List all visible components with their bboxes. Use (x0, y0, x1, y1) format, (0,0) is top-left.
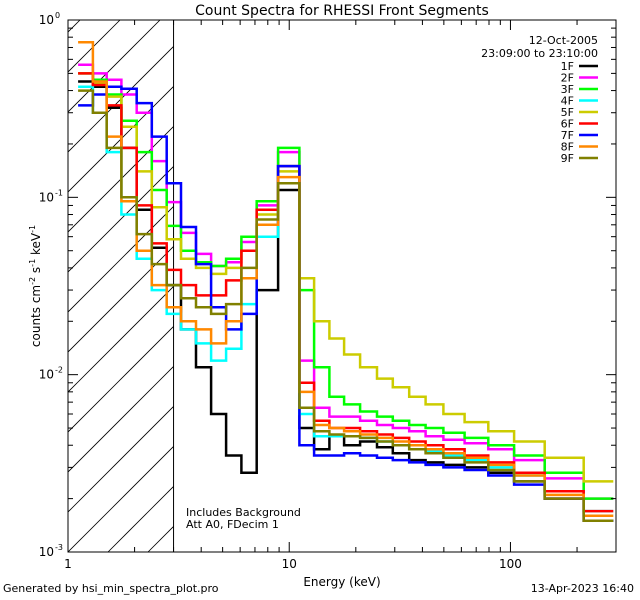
hatch-line (68, 245, 174, 353)
x-axis-label: Energy (keV) (303, 575, 380, 589)
x-tick-label: 1 (64, 557, 72, 571)
y-tick-base: 10 (39, 368, 54, 382)
series-line-7F (78, 85, 614, 523)
legend-label: 8F (561, 141, 574, 154)
series-line-9F (78, 89, 614, 523)
legend-label: 1F (561, 60, 574, 73)
hatch-line (68, 365, 174, 473)
generated-by-label: Generated by hsi_min_spectra_plot.pro (3, 582, 219, 595)
chart-title: Count Spectra for RHESSI Front Segments (195, 3, 489, 19)
y-tick-label: 10 (39, 368, 54, 382)
y-label-sup1: -2 (28, 277, 37, 285)
y-tick-label: 10 (39, 190, 54, 204)
hatch-line (68, 285, 174, 393)
legend-label: 7F (561, 129, 574, 142)
legend-label: 4F (561, 95, 574, 108)
y-tick-exponent: 0 (55, 11, 60, 20)
legend-label: 3F (561, 83, 574, 96)
annotation-attenuator: Att A0, FDecim 1 (186, 518, 279, 531)
y-label-base: counts cm (29, 285, 43, 347)
y-label-sup2: -1 (28, 259, 37, 267)
y-tick-exponent: -1 (55, 188, 63, 197)
hatch-line (68, 125, 174, 233)
x-tick-label: 10 (282, 557, 297, 571)
hatch-line (68, 445, 174, 552)
hatch-line (68, 205, 174, 313)
y-tick-base: 10 (39, 13, 54, 27)
legend-label: 6F (561, 118, 574, 131)
x-tick-label: 100 (499, 557, 522, 571)
date-label: 12-Oct-2005 (529, 34, 598, 47)
y-tick-label: 10 (39, 545, 54, 559)
hatch-line (68, 20, 121, 73)
annotation-background: Includes Background (186, 506, 301, 519)
y-label-mid: s (29, 267, 43, 277)
y-tick-base: 10 (39, 545, 54, 559)
legend-label: 5F (561, 106, 574, 119)
y-axis-label: counts cm-2 s-1 keV-1 (28, 225, 43, 347)
series-line-4F (78, 85, 614, 513)
y-tick-exponent: -3 (55, 543, 63, 552)
y-label-end: keV (29, 232, 43, 259)
legend-label: 9F (561, 152, 574, 165)
y-tick-exponent: -2 (55, 366, 63, 375)
series-line-5F (78, 72, 614, 483)
timestamp-label: 13-Apr-2023 16:40 (530, 582, 634, 595)
hatch-line (68, 405, 174, 513)
y-tick-base: 10 (39, 190, 54, 204)
legend-label: 2F (561, 72, 574, 85)
hatch-line (68, 325, 174, 433)
time-label: 23:09:00 to 23:10:00 (481, 47, 598, 60)
series-line-2F (78, 63, 614, 500)
y-tick-label: 10 (39, 13, 54, 27)
plot-frame (67, 19, 617, 553)
series-line-8F (78, 40, 614, 518)
hatch-line (68, 45, 174, 153)
series-group (78, 40, 614, 523)
y-label-sup3: -1 (28, 225, 37, 233)
